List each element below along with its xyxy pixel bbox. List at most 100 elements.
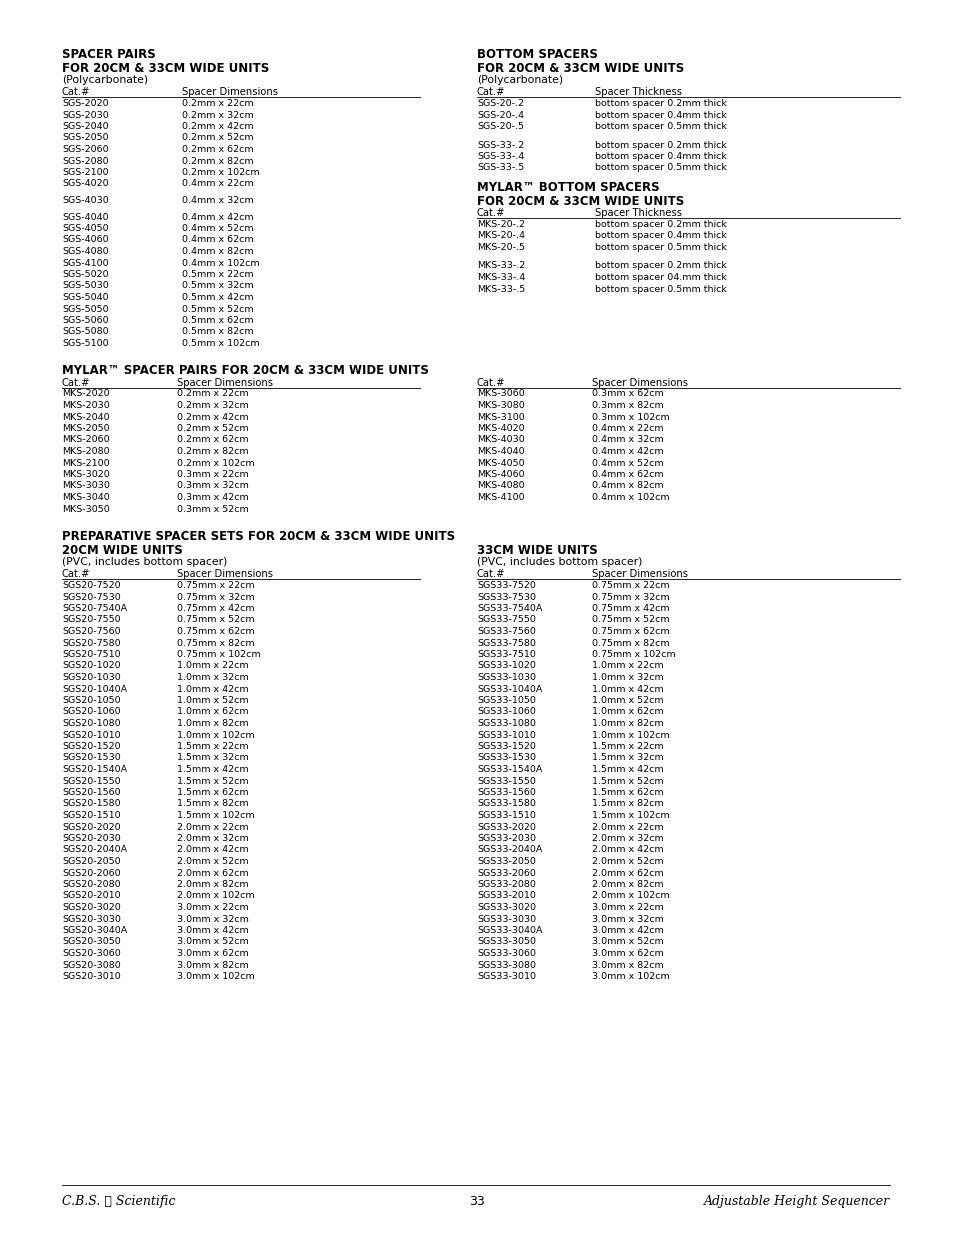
Text: MKS-3020: MKS-3020 bbox=[62, 471, 110, 479]
Text: SGS-5100: SGS-5100 bbox=[62, 338, 109, 348]
Text: 0.4mm x 32cm: 0.4mm x 32cm bbox=[182, 196, 253, 205]
Text: 1.5mm x 62cm: 1.5mm x 62cm bbox=[177, 788, 249, 797]
Text: 0.75mm x 22cm: 0.75mm x 22cm bbox=[177, 580, 254, 590]
Text: 1.5mm x 82cm: 1.5mm x 82cm bbox=[592, 799, 663, 809]
Text: 0.2mm x 52cm: 0.2mm x 52cm bbox=[177, 424, 249, 433]
Text: Cat.#: Cat.# bbox=[476, 378, 505, 388]
Text: SGS20-7520: SGS20-7520 bbox=[62, 580, 120, 590]
Text: 1.5mm x 52cm: 1.5mm x 52cm bbox=[177, 777, 249, 785]
Text: SGS-4060: SGS-4060 bbox=[62, 236, 109, 245]
Text: SGS33-7530: SGS33-7530 bbox=[476, 593, 536, 601]
Text: SGS33-1080: SGS33-1080 bbox=[476, 719, 536, 727]
Text: MKS-33-.2: MKS-33-.2 bbox=[476, 262, 525, 270]
Text: 0.2mm x 102cm: 0.2mm x 102cm bbox=[177, 458, 254, 468]
Text: 1.5mm x 42cm: 1.5mm x 42cm bbox=[592, 764, 663, 774]
Text: 0.4mm x 102cm: 0.4mm x 102cm bbox=[182, 258, 259, 268]
Text: MKS-33-.4: MKS-33-.4 bbox=[476, 273, 525, 282]
Text: SGS-5020: SGS-5020 bbox=[62, 270, 109, 279]
Text: SGS20-1060: SGS20-1060 bbox=[62, 708, 120, 716]
Text: SGS33-1530: SGS33-1530 bbox=[476, 753, 536, 762]
Text: SGS-20-.2: SGS-20-.2 bbox=[476, 99, 523, 107]
Text: 0.2mm x 82cm: 0.2mm x 82cm bbox=[182, 157, 253, 165]
Text: SGS20-1540A: SGS20-1540A bbox=[62, 764, 127, 774]
Text: 0.2mm x 42cm: 0.2mm x 42cm bbox=[177, 412, 249, 421]
Text: Spacer Dimensions: Spacer Dimensions bbox=[592, 378, 687, 388]
Text: 0.75mm x 42cm: 0.75mm x 42cm bbox=[592, 604, 669, 613]
Text: SGS20-1040A: SGS20-1040A bbox=[62, 684, 127, 694]
Text: 2.0mm x 82cm: 2.0mm x 82cm bbox=[177, 881, 249, 889]
Text: (PVC, includes bottom spacer): (PVC, includes bottom spacer) bbox=[62, 557, 227, 567]
Text: 0.75mm x 62cm: 0.75mm x 62cm bbox=[592, 627, 669, 636]
Text: SGS33-3010: SGS33-3010 bbox=[476, 972, 536, 981]
Text: 3.0mm x 52cm: 3.0mm x 52cm bbox=[177, 937, 249, 946]
Text: FOR 20CM & 33CM WIDE UNITS: FOR 20CM & 33CM WIDE UNITS bbox=[476, 62, 683, 75]
Text: 0.75mm x 82cm: 0.75mm x 82cm bbox=[592, 638, 669, 647]
Text: 2.0mm x 52cm: 2.0mm x 52cm bbox=[592, 857, 663, 866]
Text: SGS20-1520: SGS20-1520 bbox=[62, 742, 120, 751]
Text: 0.2mm x 22cm: 0.2mm x 22cm bbox=[177, 389, 249, 399]
Text: 1.0mm x 62cm: 1.0mm x 62cm bbox=[592, 708, 663, 716]
Text: 0.75mm x 32cm: 0.75mm x 32cm bbox=[592, 593, 669, 601]
Text: 3.0mm x 62cm: 3.0mm x 62cm bbox=[592, 948, 663, 958]
Text: SGS-5040: SGS-5040 bbox=[62, 293, 109, 303]
Text: 1.5mm x 62cm: 1.5mm x 62cm bbox=[592, 788, 663, 797]
Text: 2.0mm x 42cm: 2.0mm x 42cm bbox=[177, 846, 249, 855]
Text: 2.0mm x 62cm: 2.0mm x 62cm bbox=[592, 868, 663, 878]
Text: Spacer Thickness: Spacer Thickness bbox=[595, 86, 681, 98]
Text: 3.0mm x 82cm: 3.0mm x 82cm bbox=[177, 961, 249, 969]
Text: SGS20-7550: SGS20-7550 bbox=[62, 615, 120, 625]
Text: SGS20-3080: SGS20-3080 bbox=[62, 961, 121, 969]
Text: MYLAR™ BOTTOM SPACERS: MYLAR™ BOTTOM SPACERS bbox=[476, 182, 659, 194]
Text: SGS-5080: SGS-5080 bbox=[62, 327, 109, 336]
Text: SGS33-7550: SGS33-7550 bbox=[476, 615, 536, 625]
Text: SGS33-1510: SGS33-1510 bbox=[476, 811, 536, 820]
Text: SGS33-3040A: SGS33-3040A bbox=[476, 926, 542, 935]
Text: SGS20-3010: SGS20-3010 bbox=[62, 972, 121, 981]
Text: SGS20-3020: SGS20-3020 bbox=[62, 903, 121, 911]
Text: 33: 33 bbox=[469, 1195, 484, 1208]
Text: 2.0mm x 32cm: 2.0mm x 32cm bbox=[592, 834, 663, 844]
Text: SGS33-3060: SGS33-3060 bbox=[476, 948, 536, 958]
Text: MKS-3050: MKS-3050 bbox=[62, 505, 110, 514]
Text: MKS-3030: MKS-3030 bbox=[62, 482, 110, 490]
Text: 0.2mm x 42cm: 0.2mm x 42cm bbox=[182, 122, 253, 131]
Text: Cat.#: Cat.# bbox=[476, 86, 505, 98]
Text: bottom spacer 0.2mm thick: bottom spacer 0.2mm thick bbox=[595, 141, 726, 149]
Text: 1.0mm x 22cm: 1.0mm x 22cm bbox=[592, 662, 663, 671]
Text: BOTTOM SPACERS: BOTTOM SPACERS bbox=[476, 48, 598, 61]
Text: 0.4mm x 42cm: 0.4mm x 42cm bbox=[592, 447, 663, 456]
Text: 1.5mm x 32cm: 1.5mm x 32cm bbox=[177, 753, 249, 762]
Text: SGS33-3020: SGS33-3020 bbox=[476, 903, 536, 911]
Text: SGS-2040: SGS-2040 bbox=[62, 122, 109, 131]
Text: SGS-2100: SGS-2100 bbox=[62, 168, 109, 177]
Text: SGS20-3050: SGS20-3050 bbox=[62, 937, 121, 946]
Text: 1.0mm x 52cm: 1.0mm x 52cm bbox=[592, 697, 663, 705]
Text: MKS-2080: MKS-2080 bbox=[62, 447, 110, 456]
Text: 0.2mm x 32cm: 0.2mm x 32cm bbox=[182, 110, 253, 120]
Text: SGS-4080: SGS-4080 bbox=[62, 247, 109, 256]
Text: 0.3mm x 82cm: 0.3mm x 82cm bbox=[592, 401, 663, 410]
Text: SGS20-3030: SGS20-3030 bbox=[62, 914, 121, 924]
Text: SGS20-1080: SGS20-1080 bbox=[62, 719, 120, 727]
Text: SGS33-2050: SGS33-2050 bbox=[476, 857, 536, 866]
Text: SGS20-2040A: SGS20-2040A bbox=[62, 846, 127, 855]
Text: 3.0mm x 102cm: 3.0mm x 102cm bbox=[177, 972, 254, 981]
Text: Spacer Dimensions: Spacer Dimensions bbox=[182, 86, 277, 98]
Text: bottom spacer 0.5mm thick: bottom spacer 0.5mm thick bbox=[595, 243, 726, 252]
Text: MKS-2040: MKS-2040 bbox=[62, 412, 110, 421]
Text: 1.0mm x 82cm: 1.0mm x 82cm bbox=[177, 719, 249, 727]
Text: Cat.#: Cat.# bbox=[62, 378, 91, 388]
Text: MKS-2100: MKS-2100 bbox=[62, 458, 110, 468]
Text: 0.4mm x 62cm: 0.4mm x 62cm bbox=[182, 236, 253, 245]
Text: 1.0mm x 32cm: 1.0mm x 32cm bbox=[177, 673, 249, 682]
Text: 0.5mm x 82cm: 0.5mm x 82cm bbox=[182, 327, 253, 336]
Text: C.B.S. ★ Scientific: C.B.S. ★ Scientific bbox=[62, 1195, 175, 1208]
Text: 3.0mm x 22cm: 3.0mm x 22cm bbox=[592, 903, 663, 911]
Text: (Polycarbonate): (Polycarbonate) bbox=[476, 75, 562, 85]
Text: 1.5mm x 22cm: 1.5mm x 22cm bbox=[177, 742, 249, 751]
Text: SGS-33-.5: SGS-33-.5 bbox=[476, 163, 524, 173]
Text: bottom spacer 04.mm thick: bottom spacer 04.mm thick bbox=[595, 273, 726, 282]
Text: 0.2mm x 62cm: 0.2mm x 62cm bbox=[177, 436, 249, 445]
Text: Cat.#: Cat.# bbox=[62, 569, 91, 579]
Text: 0.5mm x 62cm: 0.5mm x 62cm bbox=[182, 316, 253, 325]
